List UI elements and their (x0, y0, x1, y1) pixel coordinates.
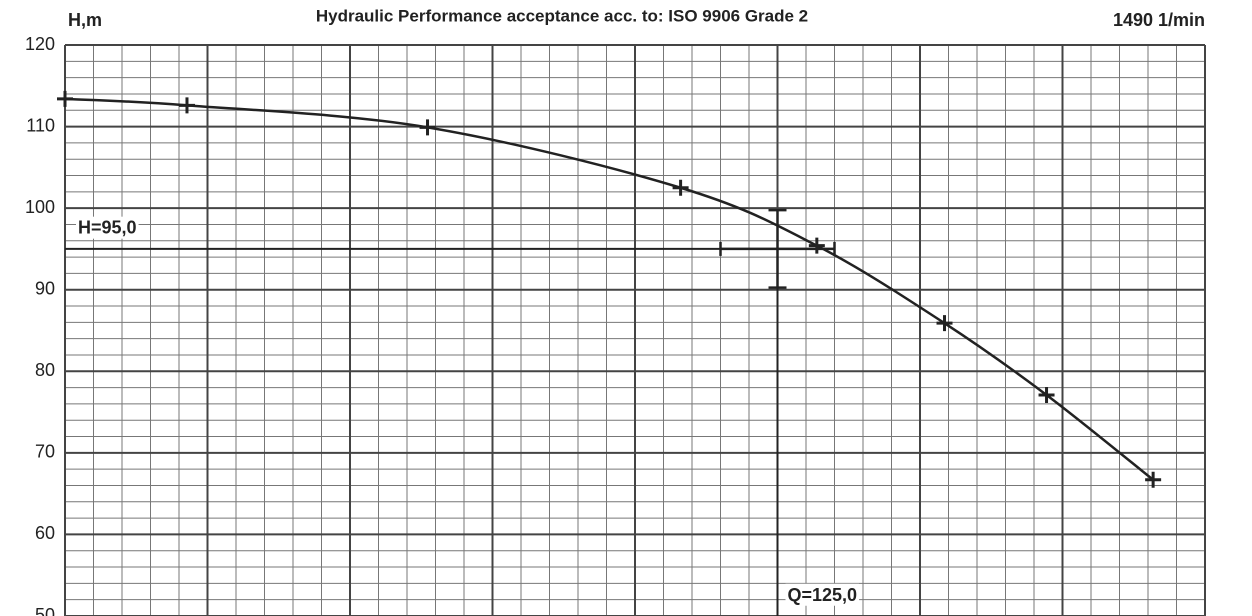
h-duty-label: H=95,0 (78, 218, 137, 238)
measured-point (672, 179, 689, 196)
y-tick-label: 90 (35, 278, 55, 298)
y-tick-label: 60 (35, 523, 55, 543)
measured-point (178, 97, 195, 114)
measured-point (419, 119, 436, 136)
chart-title: Hydraulic Performance acceptance acc. to… (316, 6, 808, 25)
label-background (785, 583, 860, 606)
y-tick-label: 70 (35, 442, 55, 462)
measured-point (936, 315, 953, 332)
measured-point (1038, 386, 1055, 403)
y-tick-label: 80 (35, 360, 55, 380)
performance-curve (64, 97, 1154, 481)
measured-point (1145, 471, 1162, 488)
y-tick-label: 120 (25, 34, 55, 54)
speed-label: 1490 1/min (1113, 10, 1205, 30)
y-tick-label: 110 (26, 115, 55, 135)
measured-point (808, 237, 825, 254)
y-axis-label: H,m (68, 10, 102, 30)
label-background (76, 216, 139, 239)
q-duty-label: Q=125,0 (788, 585, 858, 605)
y-tick-label: 50 (35, 605, 55, 616)
measured-point (57, 90, 73, 107)
y-tick-label: 100 (25, 197, 55, 217)
